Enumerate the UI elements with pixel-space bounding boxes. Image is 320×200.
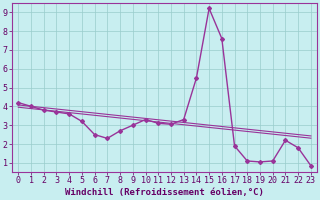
X-axis label: Windchill (Refroidissement éolien,°C): Windchill (Refroidissement éolien,°C)	[65, 188, 264, 197]
